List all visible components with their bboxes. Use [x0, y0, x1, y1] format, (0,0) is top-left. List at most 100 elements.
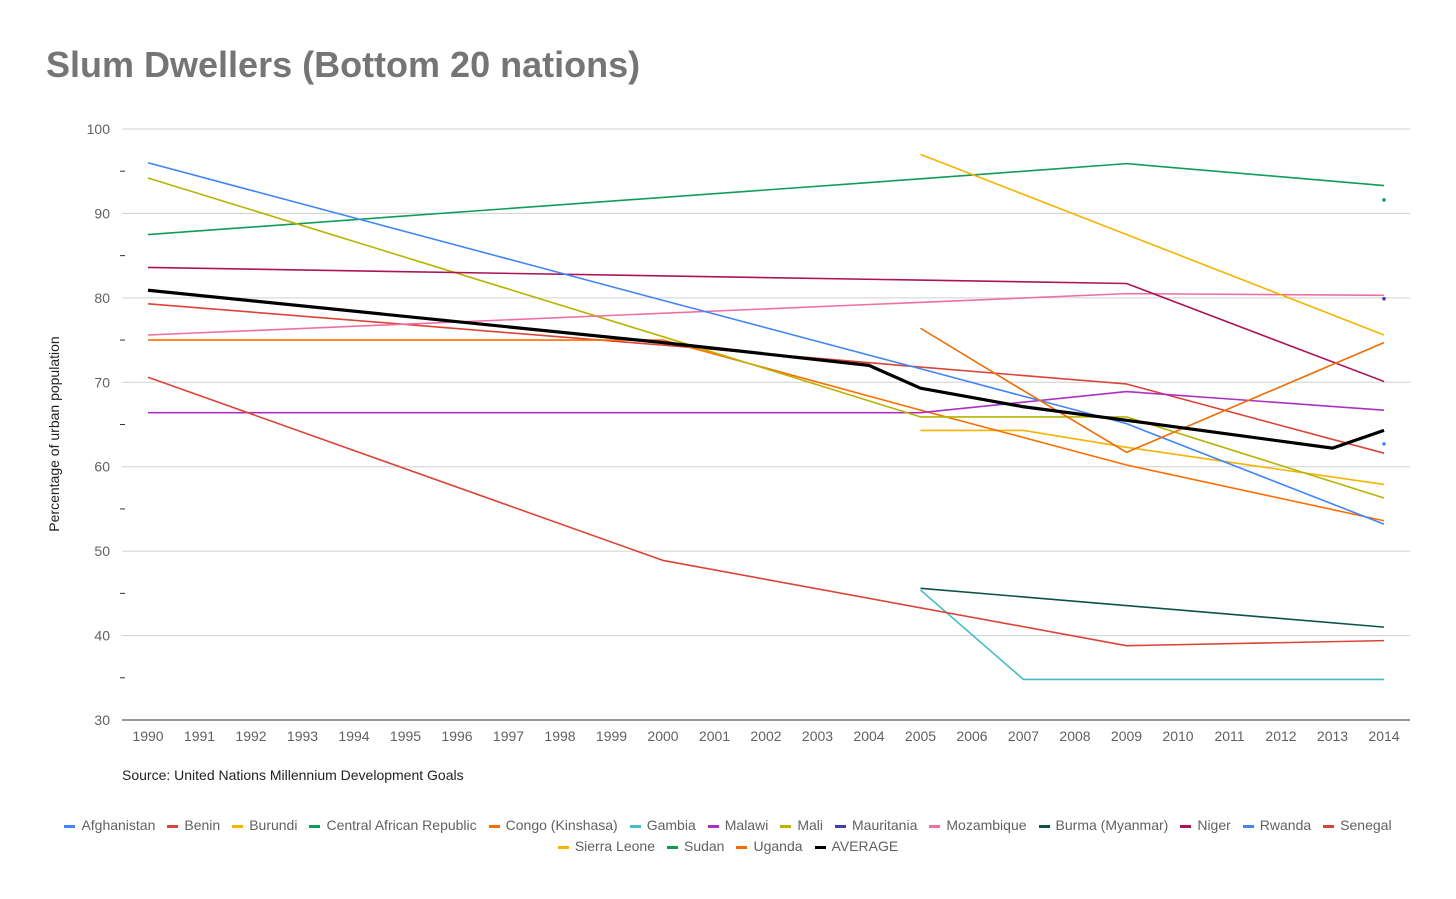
legend-label: Congo (Kinshasa)	[505, 817, 618, 833]
legend-swatch	[1323, 824, 1335, 828]
legend-label: Sudan	[683, 838, 725, 854]
legend-label: Uganda	[753, 838, 803, 854]
series-line	[147, 177, 1385, 499]
legend-swatch	[557, 845, 569, 849]
x-tick-label: 2002	[750, 728, 781, 744]
x-tick-label: 2010	[1162, 728, 1193, 744]
y-tick-label: 100	[87, 121, 111, 137]
legend-item[interactable]: AVERAGE	[814, 836, 899, 857]
legend-swatch	[64, 824, 76, 828]
legend-item[interactable]: Uganda	[736, 836, 803, 857]
legend-item[interactable]: Sudan	[666, 836, 725, 857]
series-line	[147, 302, 1385, 454]
x-tick-label: 1991	[184, 728, 215, 744]
legend-item[interactable]: Malawi	[707, 815, 769, 836]
legend-swatch	[232, 824, 244, 828]
legend-swatch	[1038, 824, 1050, 828]
legend-item[interactable]: Mali	[780, 815, 823, 836]
x-tick-label: 1997	[493, 728, 524, 744]
legend-label: Malawi	[724, 817, 769, 833]
legend-swatch	[666, 845, 678, 849]
y-tick-label: 30	[94, 712, 110, 728]
x-tick-label: 2001	[699, 728, 730, 744]
legend-item[interactable]: Rwanda	[1242, 815, 1312, 836]
legend-item[interactable]: Mozambique	[929, 815, 1027, 836]
legend-label: Senegal	[1340, 817, 1392, 833]
y-tick-label: 40	[94, 628, 110, 644]
x-tick-label: 1999	[596, 728, 627, 744]
legend-label: Mozambique	[946, 817, 1027, 833]
legend-item[interactable]: Niger	[1180, 815, 1231, 836]
x-tick-label: 2014	[1368, 728, 1399, 744]
chart-title: Slum Dwellers (Bottom 20 nations)	[46, 44, 641, 85]
x-tick-label: 2011	[1214, 728, 1244, 744]
legend-swatch	[167, 824, 179, 828]
legend-item[interactable]: Burma (Myanmar)	[1038, 815, 1169, 836]
legend-swatch	[488, 824, 500, 828]
legend-label: Niger	[1197, 817, 1231, 833]
legend-item[interactable]: Gambia	[629, 815, 696, 836]
x-tick-label: 1998	[544, 728, 575, 744]
legend-swatch	[707, 824, 719, 828]
y-axis-title: Percentage of urban population	[46, 336, 62, 531]
x-tick-label: 2004	[853, 728, 884, 744]
series-line	[148, 390, 1385, 414]
series-line	[147, 292, 1385, 336]
legend-item[interactable]: Afghanistan	[64, 815, 155, 836]
x-tick-label: 1990	[132, 728, 163, 744]
series-line	[147, 266, 1385, 383]
legend-item[interactable]: Benin	[167, 815, 220, 836]
x-tick-label: 1993	[287, 728, 318, 744]
legend-swatch	[309, 824, 321, 828]
source-note: Source: United Nations Millennium Develo…	[122, 767, 464, 783]
legend-label: Mauritania	[852, 817, 918, 833]
legend-label: Sierra Leone	[574, 838, 655, 854]
y-tick-label: 70	[94, 374, 110, 390]
legend-label: Gambia	[646, 817, 696, 833]
legend-label: Benin	[184, 817, 221, 833]
series-line	[920, 429, 1385, 486]
x-tick-label: 2007	[1008, 728, 1039, 744]
x-tick-label: 2012	[1265, 728, 1296, 744]
average-line	[147, 288, 1385, 450]
legend-label: AVERAGE	[831, 838, 899, 854]
legend-item[interactable]: Burundi	[232, 815, 297, 836]
legend-item[interactable]: Senegal	[1323, 815, 1392, 836]
x-tick-label: 1994	[338, 728, 369, 744]
series-point	[1382, 442, 1386, 446]
series-point	[1382, 198, 1386, 202]
legend-label: Burma (Myanmar)	[1055, 817, 1169, 833]
legend-swatch	[780, 824, 792, 828]
y-tick-label: 50	[94, 543, 110, 559]
x-tick-label: 2009	[1111, 728, 1142, 744]
x-tick-label: 2008	[1059, 728, 1090, 744]
x-tick-label: 2000	[647, 728, 678, 744]
x-tick-label: 2005	[905, 728, 936, 744]
legend-swatch	[814, 845, 826, 849]
y-tick-label: 90	[94, 205, 110, 221]
gridlines	[122, 128, 1410, 721]
x-tick-label: 2013	[1317, 728, 1348, 744]
legend-item[interactable]: Congo (Kinshasa)	[488, 815, 618, 836]
legend-item[interactable]: Central African Republic	[309, 815, 477, 836]
legend-label: Central African Republic	[326, 817, 477, 833]
legend-label: Rwanda	[1259, 817, 1312, 833]
y-tick-label: 80	[94, 290, 110, 306]
legend-swatch	[1180, 824, 1192, 828]
legend-swatch	[835, 824, 846, 828]
series-line	[148, 339, 1385, 522]
x-tick-label: 2006	[956, 728, 987, 744]
x-tick-label: 2003	[802, 728, 833, 744]
series-point	[1382, 296, 1386, 301]
legend-item[interactable]: Mauritania	[835, 815, 917, 836]
series-line	[147, 162, 1385, 236]
legend-swatch	[1242, 824, 1254, 828]
series-line	[147, 161, 1385, 525]
legend-item[interactable]: Sierra Leone	[557, 836, 655, 857]
series-line	[920, 153, 1385, 336]
series-line	[919, 589, 1384, 681]
series-line	[920, 327, 1385, 454]
legend-swatch	[629, 824, 641, 828]
y-tick-label: 60	[94, 459, 110, 475]
